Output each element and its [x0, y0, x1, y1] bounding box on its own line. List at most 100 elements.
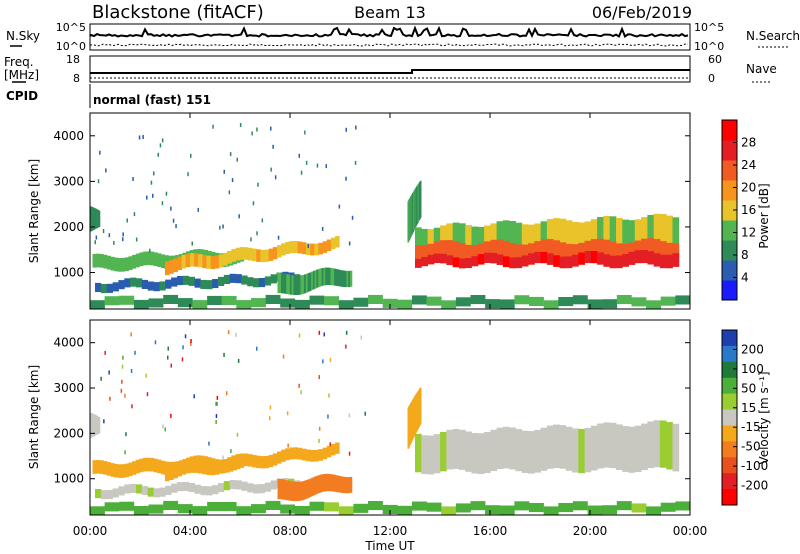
- power-echo-cell: [616, 218, 623, 260]
- velocity-scatter-echo: [329, 357, 332, 362]
- power-echo-cell: [459, 223, 466, 259]
- power-echo-cell: [433, 241, 441, 263]
- velocity-echo-cell: [300, 481, 303, 501]
- power-scatter-echo: [231, 178, 234, 183]
- power-echo-cell: [382, 298, 398, 308]
- velocity-scatter-echo: [287, 443, 289, 448]
- velocity-scatter-echo: [122, 355, 124, 360]
- power-echo-cell: [121, 257, 126, 272]
- velocity-echo-cell: [660, 502, 676, 512]
- velocity-echo-cell: [277, 478, 280, 500]
- power-echo-cell: [666, 254, 673, 269]
- velocity-colorbar-swatch: [722, 441, 737, 458]
- power-echo-cell: [260, 249, 265, 263]
- velocity-echo-cell: [616, 424, 623, 470]
- power-echo-cell: [286, 274, 289, 295]
- power-echo-cell: [236, 300, 252, 309]
- power-echo-cell: [307, 273, 310, 292]
- velocity-scatter-echo: [230, 449, 232, 454]
- power-echo-cell: [459, 258, 466, 269]
- velocity-echo-cell: [318, 475, 321, 493]
- power-echo-cell: [496, 254, 504, 265]
- power-echo-cell: [328, 267, 332, 286]
- xtick-label: 04:00: [173, 524, 208, 538]
- velocity-scatter-echo: [130, 332, 132, 337]
- velocity-echo-cell: [241, 481, 248, 491]
- power-echo-cell: [440, 253, 447, 264]
- velocity-echo-cell: [584, 427, 592, 473]
- power-echo-cell: [265, 294, 281, 304]
- velocity-echo-cell: [298, 481, 301, 501]
- velocity-scatter-echo: [134, 350, 136, 355]
- power-echo-cell: [515, 244, 523, 266]
- power-colorbar-swatch: [722, 120, 737, 141]
- velocity-echo-cell: [310, 450, 315, 462]
- velocity-echo-cell: [288, 480, 291, 501]
- velocity-echo-cell: [281, 479, 284, 500]
- velocity-echo-cell: [609, 422, 617, 469]
- power-echo-cell: [311, 271, 314, 290]
- power-echo-cell: [212, 279, 219, 289]
- power-echo-cell: [251, 298, 266, 308]
- power-echo-cell: [543, 300, 559, 309]
- power-echo-cell: [553, 255, 560, 267]
- velocity-echo-cell: [565, 426, 573, 471]
- power-echo-cell: [165, 261, 170, 276]
- velocity-echo-cell: [121, 464, 126, 478]
- velocity-echo-cell: [239, 453, 245, 467]
- velocity-colorbar-tick: -100: [741, 459, 768, 473]
- velocity-echo-cell: [433, 434, 441, 474]
- power-echo-cell: [312, 270, 316, 290]
- velocity-echo-cell: [90, 506, 105, 515]
- velocity-scatter-echo: [300, 390, 302, 395]
- power-colorbar-swatch: [722, 220, 737, 241]
- power-echo-cell: [95, 282, 102, 292]
- power-echo-cell: [455, 297, 471, 307]
- power-scatter-echo: [190, 153, 192, 158]
- velocity-echo-cell: [412, 501, 427, 511]
- power-echo-cell: [653, 213, 661, 257]
- power-colorbar-tick: 12: [741, 226, 756, 240]
- power-scatter-echo: [142, 135, 144, 139]
- power-colorbar-swatch: [722, 140, 737, 161]
- power-echo-cell: [235, 247, 241, 261]
- velocity-echo-cell: [236, 506, 252, 515]
- velocity-echo-cell: [227, 457, 232, 470]
- velocity-echo-cell: [543, 506, 559, 515]
- power-echo-cell: [243, 247, 249, 260]
- power-echo-cell: [295, 275, 298, 296]
- velocity-echo-cell: [330, 474, 333, 492]
- velocity-echo-cell: [171, 483, 178, 493]
- velocity-ytick-label: 2000: [53, 426, 84, 440]
- power-colorbar-tick: 20: [741, 181, 756, 195]
- velocity-colorbar-swatch: [722, 377, 737, 395]
- power-echo-cell: [277, 245, 282, 258]
- power-echo-cell: [258, 278, 266, 288]
- power-echo-cell: [98, 210, 101, 227]
- velocity-colorbar-tick: 200: [741, 342, 764, 356]
- power-echo-cell: [659, 254, 667, 269]
- velocity-echo-cell: [264, 455, 270, 469]
- velocity-echo-cell: [281, 449, 286, 462]
- velocity-echo-cell: [496, 427, 504, 470]
- velocity-echo-cell: [326, 445, 332, 458]
- velocity-echo-cell: [136, 484, 143, 494]
- velocity-echo-cell: [173, 464, 178, 479]
- power-echo-cell: [194, 278, 201, 288]
- velocity-echo-cell: [157, 459, 162, 474]
- velocity-echo-cell: [141, 486, 149, 496]
- velocity-echo-cell: [114, 463, 119, 478]
- velocity-echo-cell: [641, 423, 648, 471]
- velocity-scatter-echo: [322, 359, 324, 364]
- velocity-echo-cell: [98, 417, 101, 434]
- velocity-echo-cell: [603, 422, 611, 468]
- power-echo-cell: [565, 243, 573, 266]
- power-echo-cell: [289, 275, 293, 295]
- velocity-echo-cell: [477, 433, 485, 475]
- velocity-echo-cell: [337, 475, 340, 493]
- power-echo-cell: [235, 274, 242, 284]
- power-echo-cell: [298, 275, 301, 295]
- power-echo-cell: [485, 299, 500, 309]
- power-scatter-echo: [256, 231, 258, 236]
- velocity-scatter-echo: [222, 455, 224, 460]
